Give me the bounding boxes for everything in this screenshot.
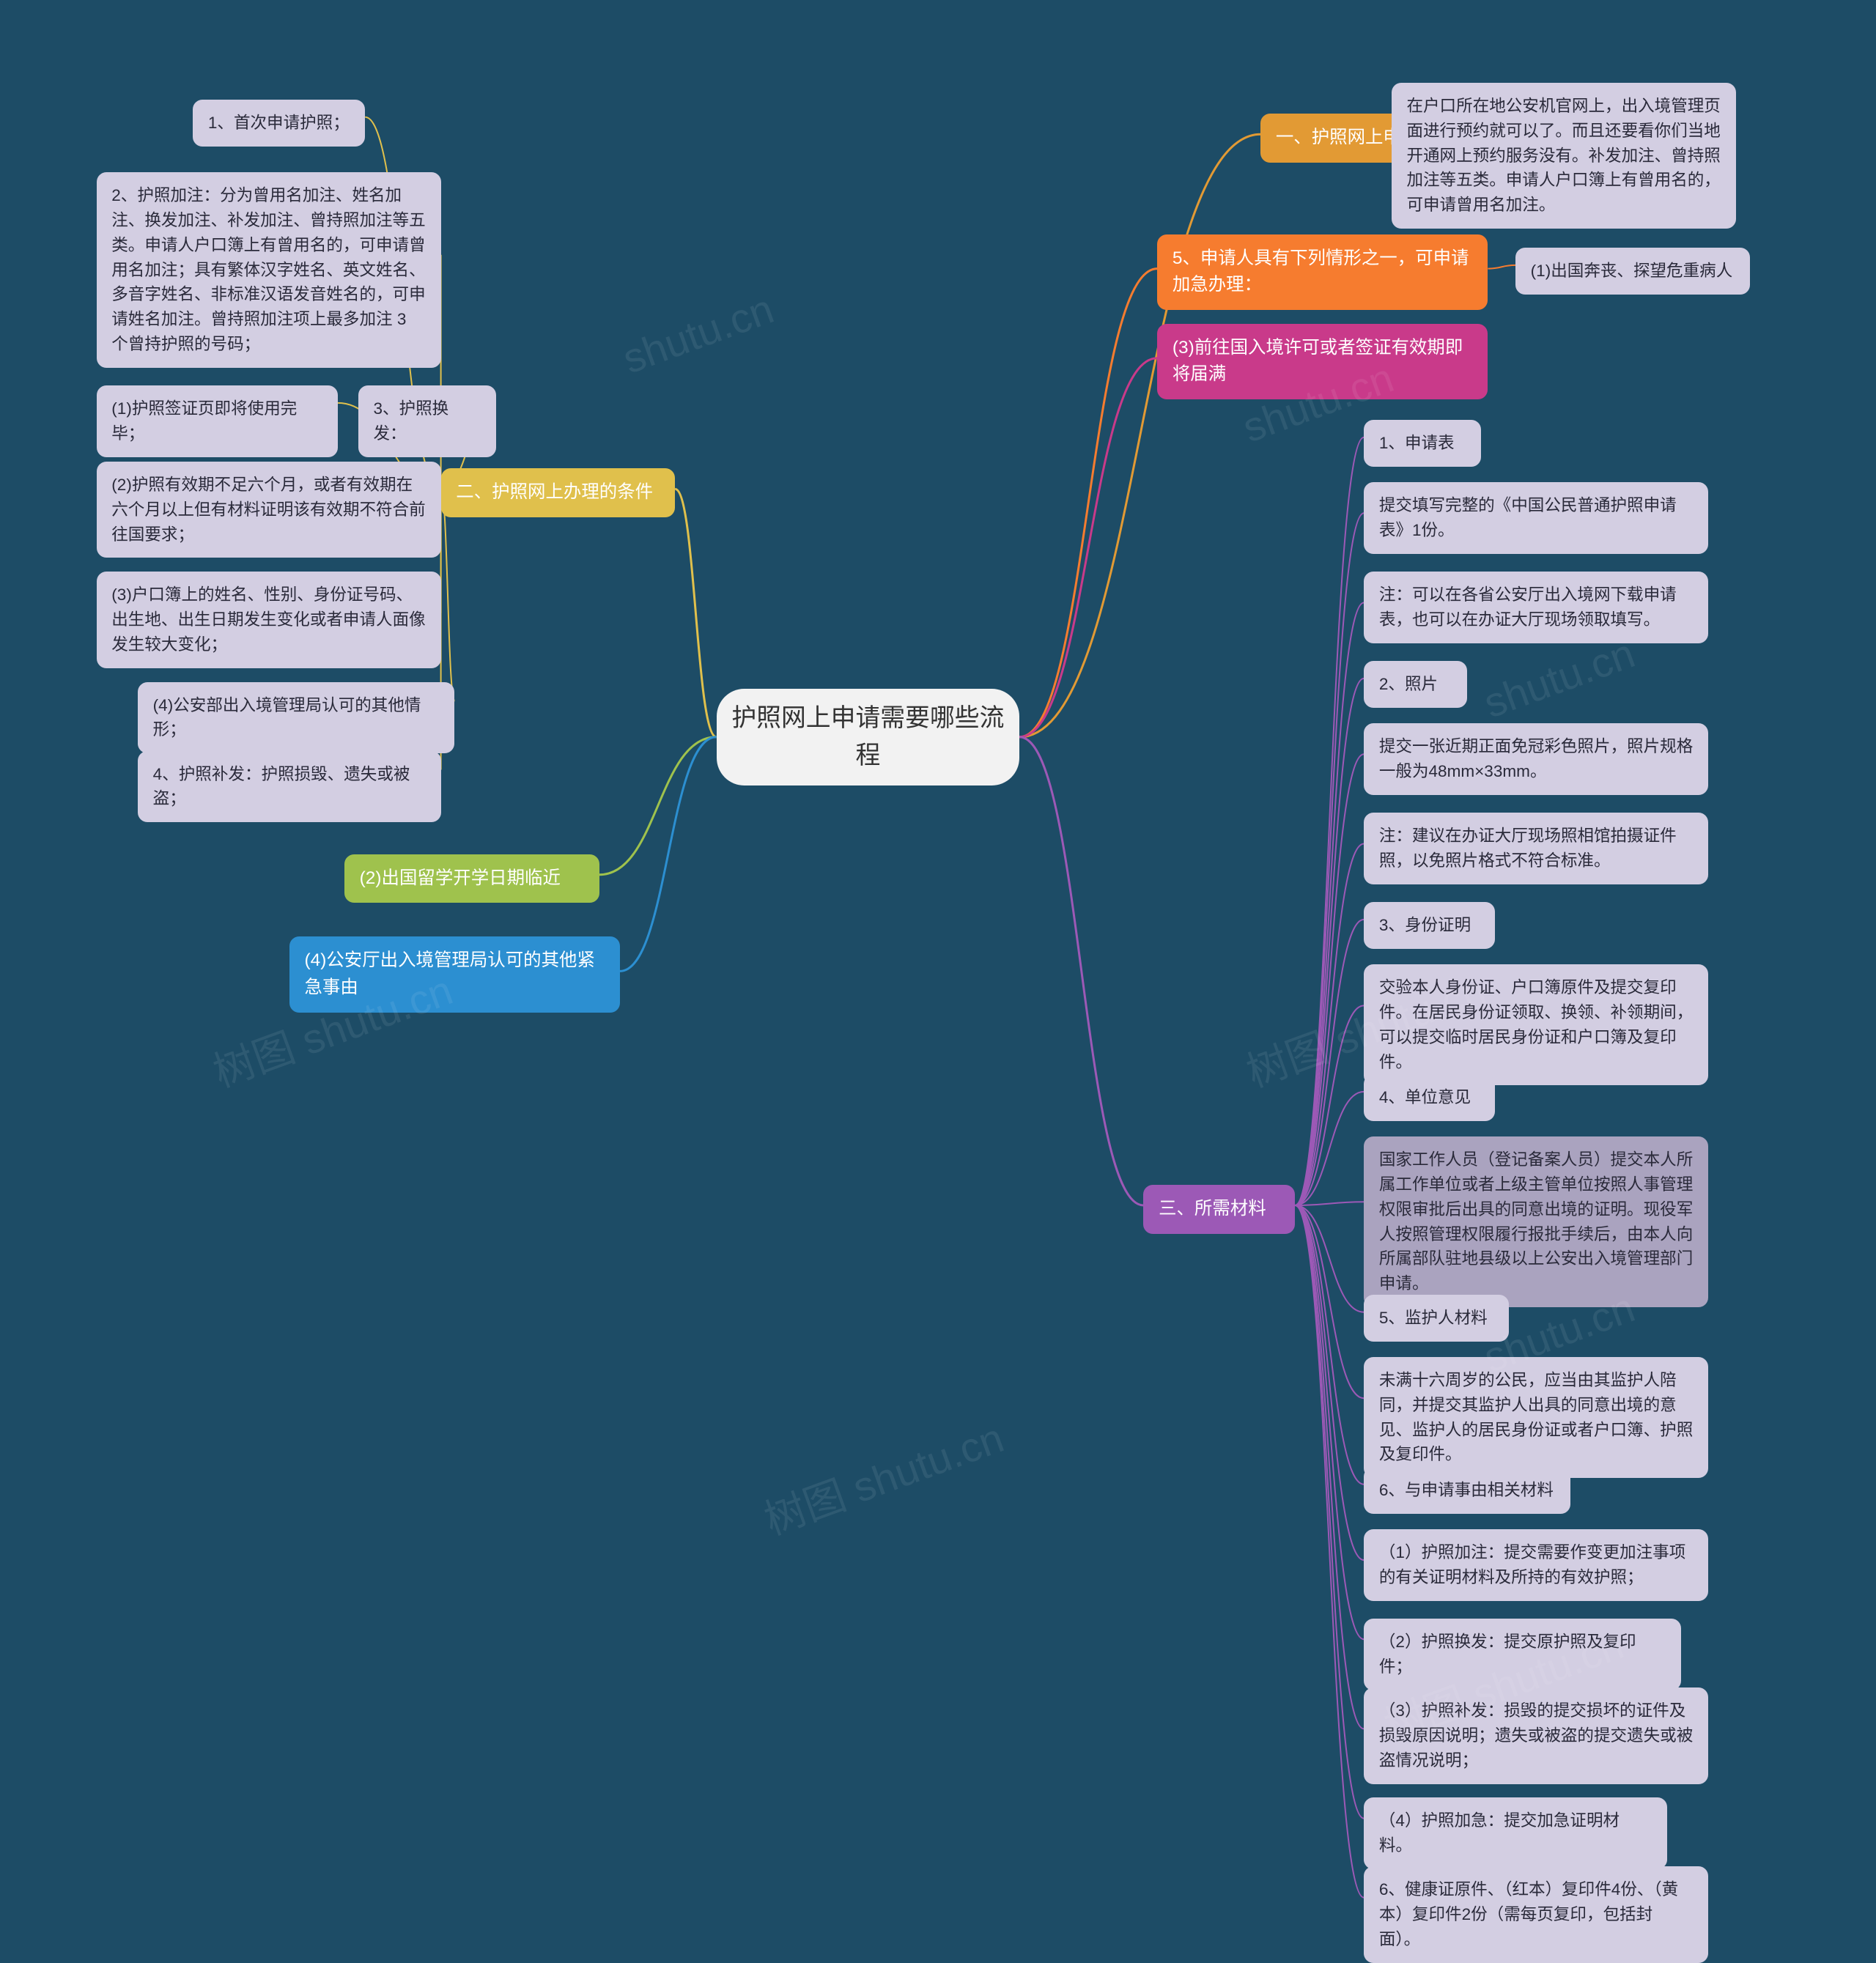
leaf-b3-11: 未满十六周岁的公民，应当由其监护人陪同，并提交其监护人出具的同意出境的意见、监护… — [1364, 1357, 1708, 1478]
leaf-b1-0: 在户口所在地公安机官网上，出入境管理页面进行预约就可以了。而且还要看你们当地开通… — [1392, 83, 1736, 229]
center-topic: 护照网上申请需要哪些流程 — [717, 689, 1020, 785]
leaf-b3-13: （1）护照加注：提交需要作变更加注事项的有关证明材料及所持的有效护照； — [1364, 1529, 1708, 1601]
leaf-b3-2: 注：可以在各省公安厅出入境网下载申请表，也可以在办证大厅现场领取填写。 — [1364, 572, 1708, 643]
leaf-b2-2: (1)护照签证页即将使用完毕； — [97, 385, 338, 457]
leaf-b3-3: 2、照片 — [1364, 661, 1467, 708]
leaf-b2-1: 2、护照加注：分为曾用名加注、姓名加注、换发加注、补发加注、曾持照加注等五类。申… — [97, 172, 441, 368]
leaf-b2-3: 3、护照换发： — [358, 385, 496, 457]
leaf-b4-0: (1)出国奔丧、探望危重病人 — [1515, 248, 1750, 295]
leaf-b3-17: 6、健康证原件、（红本）复印件4份、（黄本）复印件2份（需每页复印，包括封面）。 — [1364, 1866, 1708, 1963]
leaf-b3-5: 注：建议在办证大厅现场照相馆拍摄证件照，以免照片格式不符合标准。 — [1364, 813, 1708, 884]
branch-b7: (4)公安厅出入境管理局认可的其他紧急事由 — [289, 936, 620, 1012]
leaf-b2-5: (3)户口簿上的姓名、性别、身份证号码、出生地、出生日期发生变化或者申请人面像发… — [97, 572, 441, 668]
leaf-b3-6: 3、身份证明 — [1364, 902, 1495, 949]
leaf-b3-16: （4）护照加急：提交加急证明材料。 — [1364, 1797, 1667, 1869]
branch-b3: 三、所需材料 — [1143, 1185, 1295, 1234]
branch-b5: (3)前往国入境许可或者签证有效期即将届满 — [1157, 324, 1488, 399]
leaf-b3-1: 提交填写完整的《中国公民普通护照申请表》1份。 — [1364, 482, 1708, 554]
watermark: shutu.cn — [1477, 629, 1641, 728]
leaf-b3-0: 1、申请表 — [1364, 420, 1481, 467]
leaf-b3-14: （2）护照换发：提交原护照及复印件； — [1364, 1619, 1680, 1690]
leaf-b3-4: 提交一张近期正面免冠彩色照片，照片规格一般为48mm×33mm。 — [1364, 723, 1708, 795]
leaf-b3-7: 交验本人身份证、户口簿原件及提交复印件。在居民身份证领取、换领、补领期间，可以提… — [1364, 964, 1708, 1085]
leaf-b3-10: 5、监护人材料 — [1364, 1295, 1508, 1342]
branch-b6: (2)出国留学开学日期临近 — [344, 854, 599, 903]
watermark: shutu.cn — [616, 285, 780, 383]
leaf-b2-4: (2)护照有效期不足六个月，或者有效期在六个月以上但有材料证明该有效期不符合前往… — [97, 462, 441, 558]
leaf-b2-0: 1、首次申请护照； — [193, 100, 365, 147]
leaf-b2-7: 4、护照补发：护照损毁、遗失或被盗； — [138, 751, 441, 823]
branch-b2: 二、护照网上办理的条件 — [441, 468, 676, 517]
branch-b4: 5、申请人具有下列情形之一，可申请加急办理： — [1157, 234, 1488, 310]
leaf-b3-15: （3）护照补发：损毁的提交损坏的证件及损毁原因说明；遗失或被盗的提交遗失或被盗情… — [1364, 1687, 1708, 1784]
leaf-b3-12: 6、与申请事由相关材料 — [1364, 1467, 1570, 1514]
watermark: 树图 shutu.cn — [755, 1405, 1011, 1547]
leaf-b3-8: 4、单位意见 — [1364, 1074, 1495, 1121]
leaf-b3-9: 国家工作人员（登记备案人员）提交本人所属工作单位或者上级主管单位按照人事管理权限… — [1364, 1136, 1708, 1307]
leaf-b2-6: (4)公安部出入境管理局认可的其他情形； — [138, 682, 454, 754]
